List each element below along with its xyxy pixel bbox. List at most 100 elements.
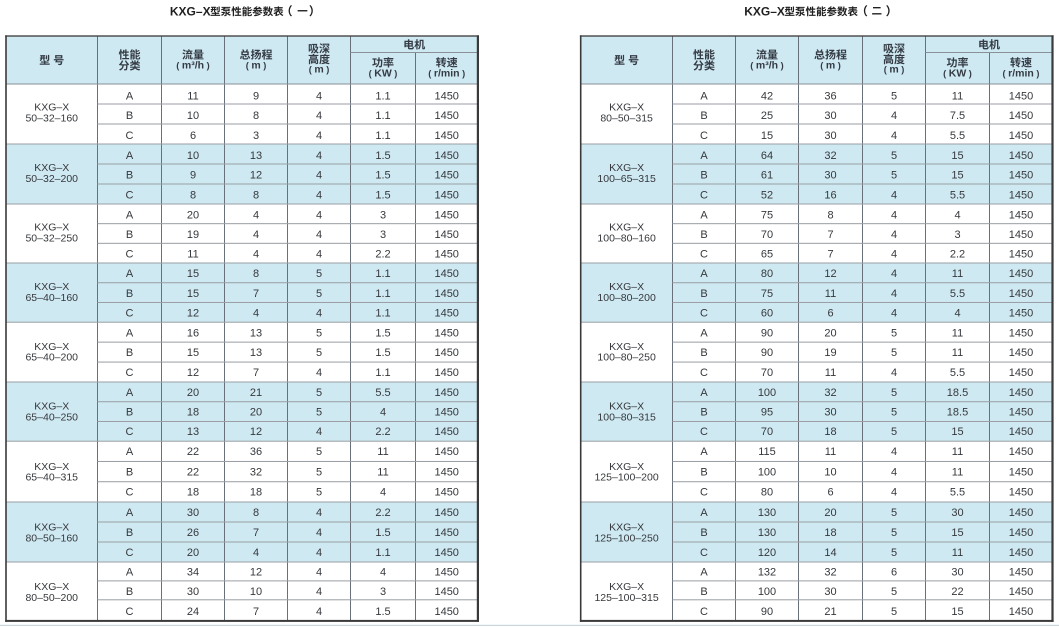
svg-text:4: 4 (891, 446, 897, 458)
svg-text:12: 12 (824, 268, 836, 280)
svg-text:50–32–250: 50–32–250 (25, 233, 78, 245)
svg-text:C: C (126, 130, 134, 142)
svg-text:2.2: 2.2 (375, 249, 390, 261)
svg-text:1450: 1450 (434, 466, 458, 478)
svg-text:5.5: 5.5 (950, 367, 965, 379)
svg-text:1450: 1450 (1009, 406, 1033, 418)
svg-text:A: A (700, 446, 708, 458)
svg-text:4: 4 (316, 209, 322, 221)
svg-text:15: 15 (951, 426, 963, 438)
svg-text:1450: 1450 (434, 367, 458, 379)
svg-text:1450: 1450 (434, 586, 458, 598)
svg-text:C: C (126, 426, 134, 438)
svg-text:13: 13 (250, 347, 262, 359)
svg-text:5.5: 5.5 (375, 387, 390, 399)
svg-text:20: 20 (824, 327, 836, 339)
svg-text:KXG–X: KXG–X (34, 401, 69, 413)
svg-text:1450: 1450 (434, 327, 458, 339)
svg-text:B: B (126, 586, 133, 598)
svg-text:22: 22 (951, 586, 963, 598)
svg-text:1450: 1450 (1009, 288, 1033, 300)
svg-text:4: 4 (891, 288, 897, 300)
svg-text:A: A (700, 387, 708, 399)
svg-text:4: 4 (316, 249, 322, 261)
svg-text:10: 10 (824, 466, 836, 478)
svg-text:9: 9 (190, 170, 196, 182)
svg-text:8: 8 (253, 110, 259, 122)
svg-text:10: 10 (187, 110, 199, 122)
svg-text:6: 6 (891, 567, 897, 579)
svg-text:5: 5 (891, 150, 897, 162)
svg-text:5: 5 (316, 387, 322, 399)
svg-text:1.5: 1.5 (375, 150, 390, 162)
svg-text:1450: 1450 (1009, 446, 1033, 458)
svg-text:4: 4 (316, 170, 322, 182)
svg-text:100: 100 (758, 586, 776, 598)
svg-text:100–80–200: 100–80–200 (597, 292, 656, 304)
svg-text:( m ): ( m ) (820, 60, 841, 72)
svg-text:22: 22 (187, 466, 199, 478)
svg-text:1450: 1450 (434, 527, 458, 539)
svg-text:90: 90 (761, 606, 773, 618)
svg-text:11: 11 (952, 466, 963, 478)
svg-text:1450: 1450 (1009, 527, 1033, 539)
svg-text:100–80–160: 100–80–160 (597, 233, 656, 245)
svg-text:5: 5 (316, 268, 322, 280)
svg-text:C: C (700, 367, 708, 379)
svg-text:1450: 1450 (1009, 487, 1033, 499)
svg-text:24: 24 (187, 606, 199, 618)
svg-text:1450: 1450 (1009, 229, 1033, 241)
svg-text:20: 20 (187, 387, 199, 399)
svg-text:A: A (700, 327, 708, 339)
svg-text:15: 15 (187, 347, 199, 359)
svg-text:1450: 1450 (1009, 130, 1033, 142)
svg-text:15: 15 (951, 527, 963, 539)
svg-text:15: 15 (951, 170, 963, 182)
svg-text:125–100–250: 125–100–250 (594, 532, 658, 544)
svg-text:2.2: 2.2 (950, 249, 965, 261)
svg-text:3: 3 (380, 229, 386, 241)
svg-text:80–50–200: 80–50–200 (25, 592, 78, 604)
svg-text:A: A (700, 268, 708, 280)
svg-text:30: 30 (187, 507, 199, 519)
svg-text:KXG–X: KXG–X (609, 222, 644, 234)
svg-text:A: A (700, 507, 708, 519)
svg-text:A: A (126, 446, 134, 458)
svg-text:1450: 1450 (434, 209, 458, 221)
svg-text:1.5: 1.5 (375, 170, 390, 182)
svg-text:1450: 1450 (434, 288, 458, 300)
svg-text:1450: 1450 (434, 91, 458, 103)
svg-text:1450: 1450 (1009, 567, 1033, 579)
svg-text:1450: 1450 (434, 110, 458, 122)
svg-text:4: 4 (891, 487, 897, 499)
svg-text:C: C (126, 487, 134, 499)
svg-text:4: 4 (891, 249, 897, 261)
svg-text:C: C (700, 426, 708, 438)
svg-text:1450: 1450 (1009, 586, 1033, 598)
svg-text:130: 130 (758, 507, 776, 519)
svg-text:KXG–X: KXG–X (609, 461, 644, 473)
svg-text:1450: 1450 (434, 229, 458, 241)
svg-text:5: 5 (891, 507, 897, 519)
svg-text:65–40–250: 65–40–250 (25, 411, 78, 423)
svg-text:4: 4 (380, 487, 386, 499)
svg-text:1450: 1450 (434, 249, 458, 261)
svg-text:11: 11 (187, 91, 198, 103)
svg-text:5.5: 5.5 (950, 130, 965, 142)
svg-text:5: 5 (891, 347, 897, 359)
svg-text:4: 4 (316, 367, 322, 379)
svg-text:B: B (126, 110, 133, 122)
svg-text:1450: 1450 (1009, 507, 1033, 519)
svg-text:A: A (126, 209, 134, 221)
svg-text:10: 10 (187, 150, 199, 162)
svg-text:30: 30 (824, 586, 836, 598)
svg-text:70: 70 (761, 426, 773, 438)
svg-text:4: 4 (891, 367, 897, 379)
svg-text:50–32–160: 50–32–160 (25, 113, 78, 125)
svg-text:A: A (126, 507, 134, 519)
svg-text:115: 115 (758, 446, 776, 458)
svg-text:B: B (700, 347, 707, 359)
svg-text:65–40–160: 65–40–160 (25, 292, 78, 304)
svg-text:5.5: 5.5 (950, 487, 965, 499)
svg-text:1450: 1450 (434, 268, 458, 280)
